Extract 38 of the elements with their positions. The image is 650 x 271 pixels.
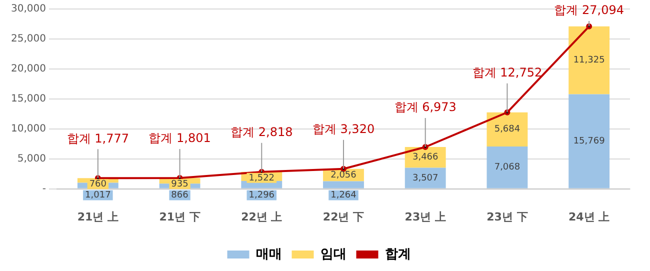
x-tick-label: 21년 上 bbox=[77, 210, 118, 224]
x-tick-label: 24년 上 bbox=[568, 210, 610, 224]
data-label: 7,068 bbox=[494, 162, 520, 173]
x-tick-label: 23년 下 bbox=[486, 210, 528, 224]
legend-label: 합계 bbox=[384, 246, 411, 262]
data-label: 1,264 bbox=[330, 190, 357, 201]
data-label: 합계 1,777 bbox=[66, 131, 130, 146]
y-tick-label: 20,000 bbox=[10, 64, 46, 75]
y-tick-label: 25,000 bbox=[10, 34, 46, 45]
data-label: 760 bbox=[89, 179, 107, 190]
y-tick-label: 10,000 bbox=[10, 123, 46, 134]
data-label: 3,466 bbox=[412, 152, 439, 163]
data-label: 1,296 bbox=[248, 190, 275, 201]
data-label: 15,769 bbox=[573, 136, 606, 147]
data-label: 합계 6,973 bbox=[394, 100, 456, 114]
legend-label: 임대 bbox=[320, 246, 346, 262]
y-tick-label: 30,000 bbox=[10, 4, 46, 15]
data-label: 11,325 bbox=[573, 56, 605, 66]
data-label: 866 bbox=[171, 190, 189, 201]
data-label: 1,522 bbox=[248, 173, 275, 184]
data-label: 2,056 bbox=[330, 170, 357, 180]
y-tick-label: 5,000 bbox=[17, 153, 46, 164]
data-label: 합계 12,752 bbox=[472, 66, 542, 80]
x-tick-label: 21년 下 bbox=[159, 210, 200, 224]
data-label: 합계 1,801 bbox=[148, 131, 211, 146]
data-label: 1,017 bbox=[85, 190, 111, 201]
data-label: 합계 2,818 bbox=[230, 125, 293, 140]
data-label: 935 bbox=[171, 179, 188, 190]
data-label: 5,684 bbox=[494, 124, 520, 135]
data-label: 합계 27,094 bbox=[554, 3, 624, 18]
data-label: 3,507 bbox=[412, 173, 438, 184]
legend-label: 매매 bbox=[256, 246, 282, 262]
x-tick-label: 23년 上 bbox=[404, 210, 446, 224]
data-label: 합계 3,320 bbox=[312, 122, 375, 136]
x-tick-label: 22년 上 bbox=[241, 210, 282, 224]
y-tick-label: 15,000 bbox=[10, 93, 46, 104]
y-tick-label: - bbox=[42, 183, 46, 194]
x-tick-label: 22년 下 bbox=[322, 210, 364, 224]
